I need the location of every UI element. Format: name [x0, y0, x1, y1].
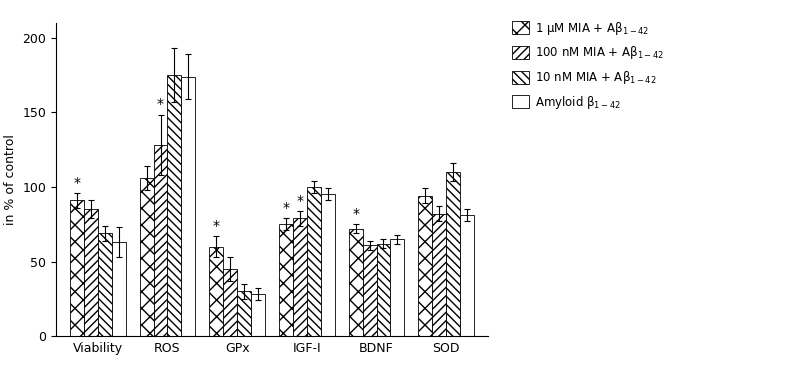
Bar	[98, 233, 112, 336]
Bar	[446, 172, 460, 336]
Bar	[167, 75, 182, 336]
Text: *: *	[352, 207, 359, 221]
Bar	[251, 295, 265, 336]
Bar	[307, 187, 321, 336]
Bar	[390, 239, 404, 336]
Bar	[432, 214, 446, 336]
Bar	[362, 245, 377, 336]
Bar	[154, 145, 167, 336]
Text: *: *	[282, 201, 290, 215]
Bar	[140, 178, 154, 336]
Bar	[223, 269, 237, 336]
Bar	[321, 194, 334, 336]
Bar	[377, 244, 390, 336]
Bar	[279, 224, 293, 336]
Bar	[84, 209, 98, 336]
Bar	[70, 201, 84, 336]
Text: *: *	[157, 97, 164, 111]
Text: *: *	[296, 194, 303, 208]
Legend: 1 μM MIA + Aβ$_{1-42}$, 100 nM MIA + Aβ$_{1-42}$, 10 nM MIA + Aβ$_{1-42}$, Amylo: 1 μM MIA + Aβ$_{1-42}$, 100 nM MIA + Aβ$…	[510, 17, 666, 113]
Bar	[112, 242, 126, 336]
Bar	[237, 291, 251, 336]
Bar	[182, 77, 195, 336]
Bar	[418, 196, 432, 336]
Bar	[349, 229, 362, 336]
Text: *: *	[213, 219, 220, 233]
Bar	[210, 247, 223, 336]
Y-axis label: in % of control: in % of control	[4, 134, 17, 225]
Bar	[460, 215, 474, 336]
Text: *: *	[74, 176, 81, 190]
Bar	[293, 219, 307, 336]
